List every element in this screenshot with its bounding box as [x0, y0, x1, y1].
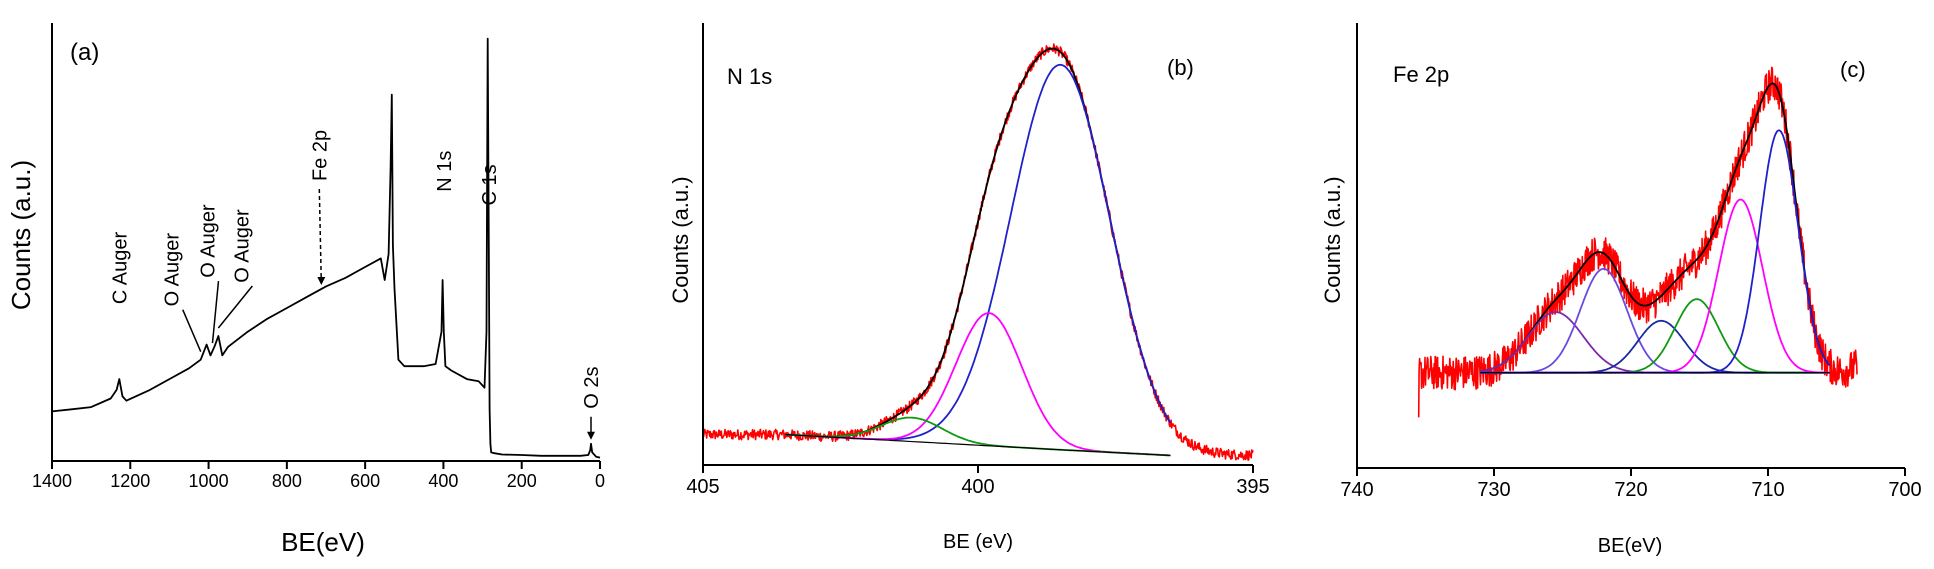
panel-c-label: (c) — [1840, 57, 1866, 82]
series-raw — [1417, 66, 1858, 418]
panel-a-label: (a) — [70, 39, 99, 66]
x-tick-label: 720 — [1614, 479, 1647, 501]
panel-c-fe2p: 740 730 720 710 700 Fe 2p (c) BE(eV) Counts … — [1320, 23, 1922, 557]
series-peak-1 — [785, 63, 1172, 441]
series-raw — [702, 43, 1254, 461]
annotation-arrow — [217, 285, 253, 329]
series-envelope — [1480, 82, 1831, 373]
x-tick-label: 1000 — [189, 471, 229, 491]
panel-a-plot-area — [51, 37, 601, 459]
panel-a-ticks: 1400 1200 1000 800 600 400 200 0 — [32, 461, 605, 491]
annotation-n-1s: N 1s — [434, 151, 456, 192]
annotation-o-auger: O Auger — [231, 209, 253, 283]
series-survey — [51, 37, 601, 459]
annotation-o-auger: O Auger — [162, 233, 184, 307]
panel-b-n1s: 405 400 395 N 1s (b) BE (eV) Counts (a.u.) — [668, 23, 1270, 553]
series-peak-5 — [1480, 198, 1830, 374]
annotation-c-auger: C Auger — [109, 232, 131, 305]
x-tick-label: 1400 — [32, 471, 72, 491]
x-tick-label: 730 — [1477, 479, 1510, 501]
panel-c-y-label: Counts (a.u.) — [1320, 176, 1345, 303]
panel-b-plot-area — [702, 43, 1254, 461]
arrow-head — [586, 431, 595, 440]
panel-a-survey: 1400 1200 1000 800 600 400 200 0 (a) BE(eV) Cou… — [6, 23, 605, 557]
arrow-head — [317, 277, 326, 286]
panel-a-y-label: Counts (a.u.) — [6, 160, 36, 310]
annotation-arrow — [318, 189, 323, 284]
panel-c-x-label: BE(eV) — [1598, 535, 1662, 557]
annotation-arrow — [211, 281, 220, 344]
series-peak-2 — [1480, 267, 1830, 374]
x-tick-label: 400 — [428, 471, 458, 491]
x-tick-label: 800 — [272, 471, 302, 491]
panel-a-x-label: BE(eV) — [281, 527, 365, 557]
annotation-fe-2p: Fe 2p — [309, 130, 331, 181]
x-tick-label: 600 — [350, 471, 380, 491]
panel-c-title: Fe 2p — [1393, 62, 1449, 87]
panel-c-plot-area — [1417, 66, 1858, 418]
panel-c-ticks: 740 730 720 710 700 — [1340, 468, 1922, 501]
x-tick-label: 740 — [1340, 479, 1373, 501]
panel-b-y-label: Counts (a.u.) — [668, 176, 693, 303]
panel-b-x-label: BE (eV) — [943, 531, 1013, 553]
x-tick-label: 200 — [507, 471, 537, 491]
panel-b-title: N 1s — [727, 64, 772, 89]
x-tick-label: 710 — [1751, 479, 1784, 501]
x-tick-label: 700 — [1888, 479, 1921, 501]
panel-b-ticks: 405 400 395 — [686, 465, 1270, 498]
annotation-arrow — [182, 309, 202, 353]
series-peak-3 — [785, 416, 1171, 457]
baseline — [785, 434, 1171, 456]
x-tick-label: 400 — [961, 476, 994, 498]
annotation-c-1s: C 1s — [479, 164, 501, 205]
x-tick-label: 0 — [595, 471, 605, 491]
series-envelope — [785, 47, 1172, 438]
annotation-o-2s: O 2s — [581, 367, 603, 409]
x-tick-label: 405 — [686, 476, 719, 498]
panel-b-label: (b) — [1167, 55, 1194, 80]
x-tick-label: 395 — [1236, 476, 1269, 498]
annotation-o-auger: O Auger — [197, 204, 219, 278]
x-tick-label: 1200 — [110, 471, 150, 491]
